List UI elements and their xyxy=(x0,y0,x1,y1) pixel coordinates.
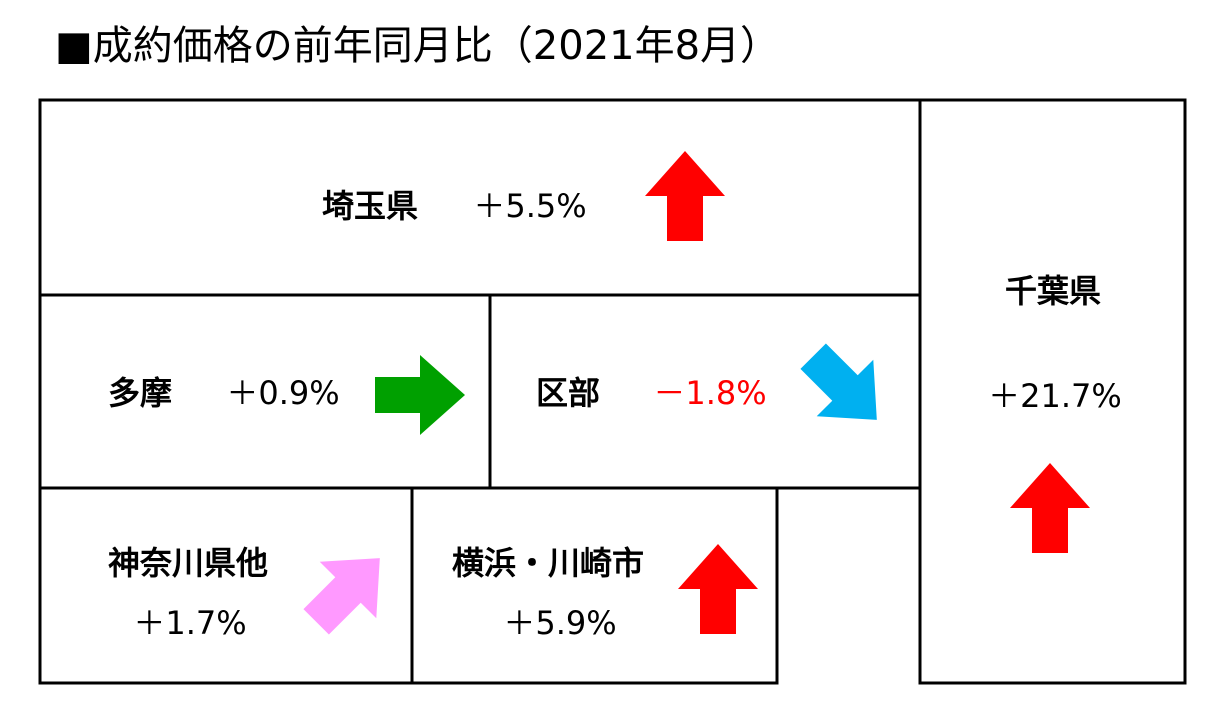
arrow-up xyxy=(1010,463,1090,553)
region-name: 埼玉県 xyxy=(322,187,418,225)
region-change: ＋0.9% xyxy=(226,374,339,412)
arrow-right xyxy=(375,355,465,435)
arrow-up xyxy=(645,151,725,241)
region-name: 横浜・川崎市 xyxy=(452,544,644,582)
region-name: 千葉県 xyxy=(1005,272,1101,310)
region-change: ＋5.5% xyxy=(473,187,586,225)
region-name: 多摩 xyxy=(108,374,172,412)
region-change: ＋21.7% xyxy=(988,377,1122,415)
region-box xyxy=(410,486,779,685)
arrow-up xyxy=(678,544,758,634)
region-box xyxy=(918,98,1187,685)
region-change: ＋1.7% xyxy=(133,604,246,642)
region-change: ＋5.9% xyxy=(503,604,616,642)
arrow-up-right xyxy=(303,558,380,635)
region-change: －1.8% xyxy=(653,374,766,412)
region-name: 神奈川県他 xyxy=(108,544,268,582)
title: ■成約価格の前年同月比（2021年8月） xyxy=(55,23,780,69)
arrow-down-right xyxy=(800,343,877,420)
region-name: 区部 xyxy=(536,374,600,412)
